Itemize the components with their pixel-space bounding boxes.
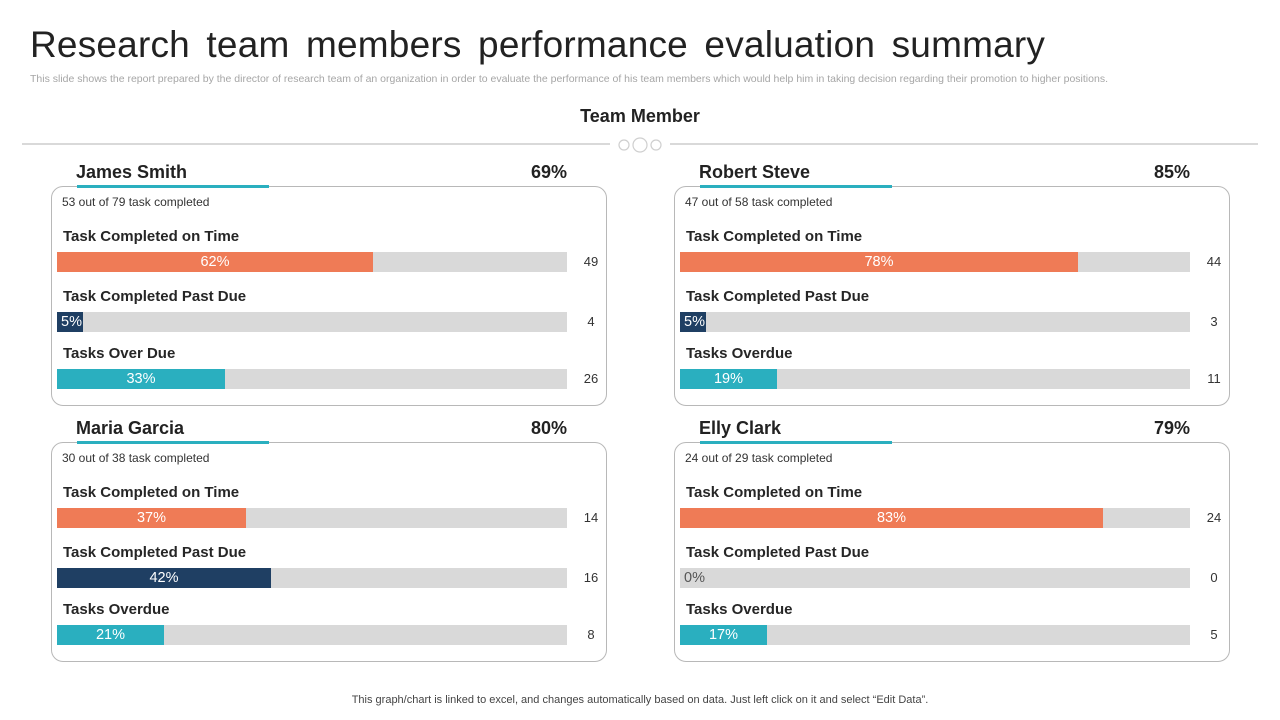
bar-category-label: Tasks Overdue <box>63 601 170 618</box>
task-count: 24 <box>1206 510 1222 525</box>
task-count: 5 <box>1210 627 1218 642</box>
member-panel-maria-garcia: Maria Garcia 80% 30 out of 38 task complet… <box>51 418 607 662</box>
member-overall-percent: 80% <box>530 418 567 438</box>
member-overall-percent: 69% <box>530 162 567 182</box>
bar-fill-past-due <box>680 312 706 332</box>
bar-category-label: Tasks Overdue <box>686 601 793 618</box>
bar-category-label: Task Completed on Time <box>63 228 240 245</box>
bar-percent-label: 83% <box>876 510 907 526</box>
task-summary: 24 out of 29 task completed <box>685 451 833 465</box>
bar-fill-past-due <box>57 312 83 332</box>
footer-note: This graph/chart is linked to excel, and… <box>351 694 929 706</box>
member-name-underline <box>700 185 892 188</box>
bar-track: 0% <box>680 568 1190 588</box>
bar-category-label: Task Completed Past Due <box>686 288 870 305</box>
bar-fill-on-time <box>57 252 373 272</box>
bar-percent-label: 33% <box>126 371 156 387</box>
bar-fill-overdue <box>57 369 225 389</box>
task-count: 49 <box>583 254 599 269</box>
bar-category-label: Task Completed Past Due <box>63 544 247 561</box>
bar-track: 33% <box>57 369 567 389</box>
bar-fill-overdue <box>680 625 767 645</box>
task-summary: 47 out of 58 task completed <box>685 195 833 209</box>
bar-track: 17% <box>680 625 1190 645</box>
bar-category-label: Tasks Over Due <box>63 345 176 362</box>
bar-track: 78% <box>680 252 1190 272</box>
bar-fill-on-time <box>680 252 1078 272</box>
member-overall-percent: 85% <box>1153 162 1190 182</box>
bar-fill-on-time <box>57 508 246 528</box>
task-count: 3 <box>1210 314 1218 329</box>
bar-percent-label: 37% <box>136 510 167 526</box>
bar-percent-label: 5% <box>684 314 705 330</box>
bar-percent-label: 42% <box>149 570 179 586</box>
member-overall-percent: 79% <box>1153 418 1190 438</box>
bar-category-label: Task Completed on Time <box>686 484 863 501</box>
bar-track: 5% <box>57 312 567 332</box>
bar-percent-label: 62% <box>200 254 230 270</box>
task-count: 14 <box>583 510 599 525</box>
member-name: Elly Clark <box>699 418 782 438</box>
bar-percent-label: 19% <box>713 371 744 387</box>
bar-fill-past-due <box>57 568 271 588</box>
bar-percent-label: 21% <box>95 627 126 643</box>
bar-fill-overdue <box>57 625 164 645</box>
bar-fill-on-time <box>680 508 1103 528</box>
member-name-underline <box>77 441 269 444</box>
bar-percent-label: 17% <box>708 627 739 643</box>
bar-track: 42% <box>57 568 567 588</box>
bar-track: 19% <box>680 369 1190 389</box>
task-count: 11 <box>1207 371 1221 386</box>
bar-category-label: Task Completed on Time <box>686 228 863 245</box>
task-count: 16 <box>583 570 599 585</box>
task-summary: 53 out of 79 task completed <box>62 195 210 209</box>
bar-category-label: Task Completed on Time <box>63 484 240 501</box>
bar-fill-overdue <box>680 369 777 389</box>
member-name-underline <box>700 441 892 444</box>
bar-category-label: Task Completed Past Due <box>63 288 247 305</box>
bar-percent-label: 78% <box>864 254 894 270</box>
bar-category-label: Task Completed Past Due <box>686 544 870 561</box>
bar-track: 21% <box>57 625 567 645</box>
member-name: Robert Steve <box>699 162 811 182</box>
bar-track: 62% <box>57 252 567 272</box>
member-panel-james-smith: James Smith 69% 53 out of 79 task complete… <box>51 162 607 406</box>
member-name: Maria Garcia <box>76 418 185 438</box>
bar-track: 37% <box>57 508 567 528</box>
bar-track: 5% <box>680 312 1190 332</box>
member-name-underline <box>77 185 269 188</box>
bar-percent-label: 5% <box>61 314 82 330</box>
task-count: 26 <box>583 371 599 386</box>
member-panel-robert-steve: Robert Steve 85% 47 out of 58 task complet… <box>674 162 1230 406</box>
member-name: James Smith <box>76 162 188 182</box>
task-count: 0 <box>1210 570 1218 585</box>
task-summary: 30 out of 38 task completed <box>62 451 210 465</box>
bar-percent-label: 0% <box>684 570 705 586</box>
page-title: Research team members performance evalua… <box>30 24 1046 65</box>
page-subtitle: This slide shows the report prepared by … <box>30 73 1108 85</box>
task-count: 8 <box>587 627 595 642</box>
member-panel-elly-clark: Elly Clark 79% 24 out of 29 task completed… <box>674 418 1230 662</box>
task-count: 4 <box>587 314 595 329</box>
divider-ornament-icon <box>610 136 670 154</box>
task-count: 44 <box>1206 254 1222 269</box>
section-heading: Team Member <box>580 106 700 126</box>
bar-category-label: Tasks Overdue <box>686 345 793 362</box>
bar-track: 83% <box>680 508 1190 528</box>
